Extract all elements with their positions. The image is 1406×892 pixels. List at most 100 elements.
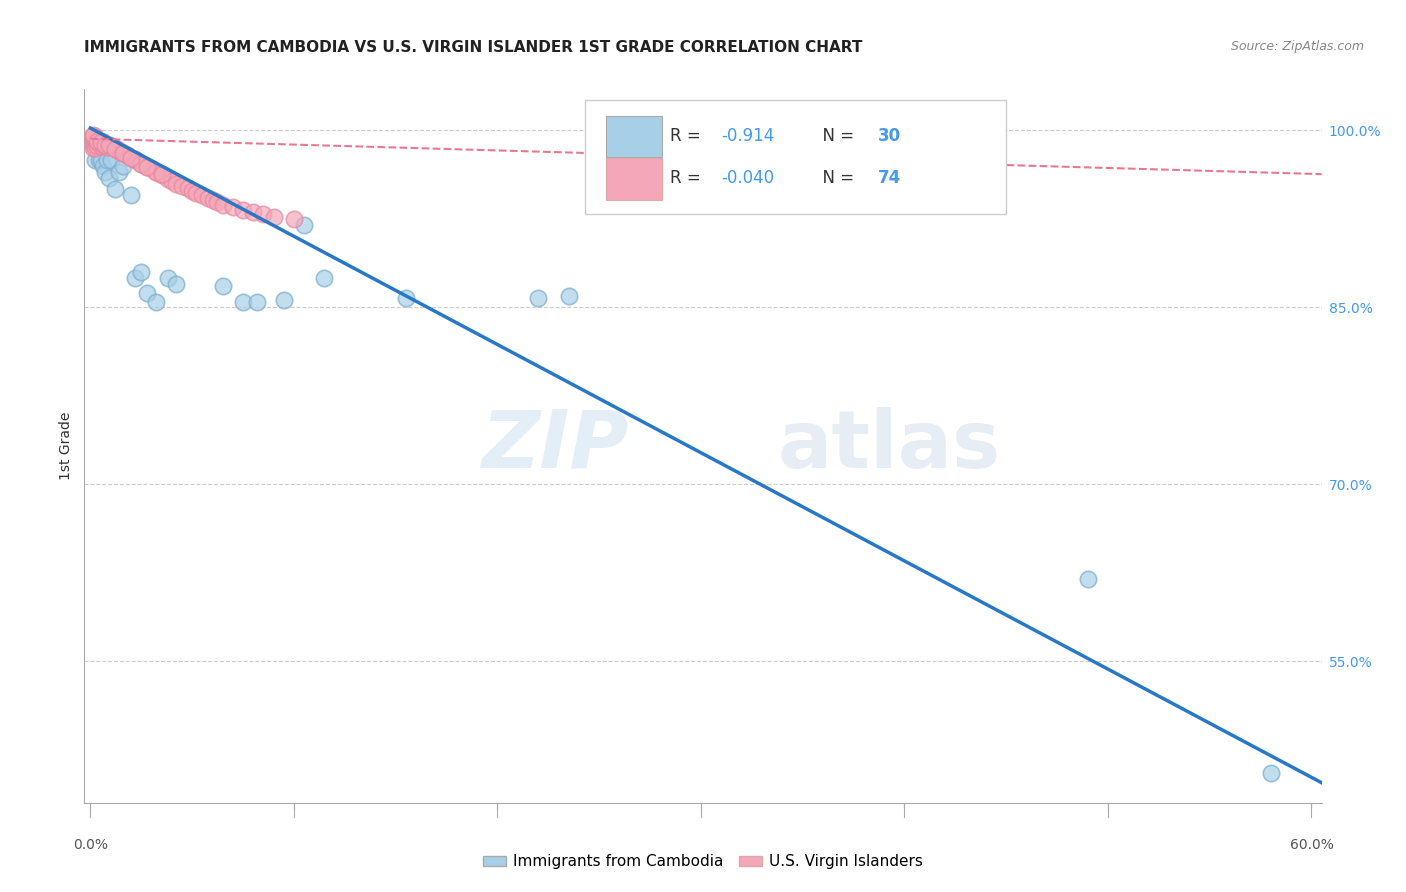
Point <box>136 160 159 174</box>
Point <box>527 291 550 305</box>
Point <box>115 148 138 162</box>
Point <box>90 138 112 153</box>
Text: R =: R = <box>669 169 706 187</box>
Point <box>191 188 214 202</box>
Point <box>1260 766 1282 780</box>
Point <box>82 136 104 150</box>
Point <box>283 211 305 226</box>
Point <box>93 137 115 152</box>
Text: IMMIGRANTS FROM CAMBODIA VS U.S. VIRGIN ISLANDER 1ST GRADE CORRELATION CHART: IMMIGRANTS FROM CAMBODIA VS U.S. VIRGIN … <box>84 40 863 55</box>
Point <box>222 200 245 214</box>
Point <box>87 136 110 151</box>
Point <box>83 153 105 167</box>
Point <box>145 294 167 309</box>
Point <box>104 142 127 156</box>
Point <box>273 293 295 308</box>
Point <box>131 265 153 279</box>
Point <box>100 138 122 153</box>
Point <box>124 153 146 167</box>
Text: R =: R = <box>669 127 706 145</box>
Point <box>104 141 127 155</box>
Point <box>124 271 146 285</box>
Point <box>93 165 115 179</box>
Point <box>100 138 122 153</box>
Point <box>91 136 114 150</box>
Text: N =: N = <box>811 169 859 187</box>
Point <box>87 153 110 167</box>
Y-axis label: 1st Grade: 1st Grade <box>59 412 73 480</box>
Text: 60.0%: 60.0% <box>1289 838 1333 852</box>
Point <box>112 145 135 160</box>
Point <box>93 137 115 152</box>
Point <box>104 182 127 196</box>
Point <box>86 133 108 147</box>
Legend: Immigrants from Cambodia, U.S. Virgin Islanders: Immigrants from Cambodia, U.S. Virgin Is… <box>477 848 929 875</box>
Point <box>97 137 120 152</box>
Point <box>120 151 142 165</box>
Point <box>1077 572 1099 586</box>
Point <box>112 159 135 173</box>
Point <box>211 198 233 212</box>
Point <box>90 134 112 148</box>
Point <box>232 202 254 217</box>
Point <box>197 191 219 205</box>
Point <box>87 136 110 151</box>
Point <box>83 132 105 146</box>
Point <box>263 210 285 224</box>
Point <box>82 128 104 143</box>
Point <box>181 184 204 198</box>
Point <box>156 271 179 285</box>
Point <box>145 165 167 179</box>
Point <box>211 279 233 293</box>
Point <box>96 140 118 154</box>
Point <box>145 165 167 179</box>
Point <box>165 277 187 291</box>
Point <box>150 169 173 183</box>
Point <box>131 156 153 170</box>
Point <box>120 188 142 202</box>
Point <box>395 291 418 305</box>
Point <box>232 294 254 309</box>
Text: 0.0%: 0.0% <box>73 838 108 852</box>
Point <box>91 136 114 150</box>
Text: 30: 30 <box>877 127 901 145</box>
Point <box>246 294 269 309</box>
Text: N =: N = <box>811 127 859 145</box>
Point <box>82 141 104 155</box>
Point <box>557 288 579 302</box>
Point <box>165 177 187 191</box>
Text: Source: ZipAtlas.com: Source: ZipAtlas.com <box>1230 40 1364 54</box>
Point <box>97 137 120 152</box>
Text: -0.040: -0.040 <box>721 169 775 187</box>
Point <box>201 193 224 207</box>
Point <box>86 138 108 153</box>
Point <box>83 133 105 147</box>
Point <box>108 144 131 158</box>
Point <box>90 136 112 150</box>
Text: atlas: atlas <box>778 407 1000 485</box>
Text: 74: 74 <box>877 169 901 187</box>
Point <box>91 159 114 173</box>
Point <box>150 167 173 181</box>
Point <box>186 186 208 200</box>
FancyBboxPatch shape <box>606 159 662 200</box>
Point <box>83 141 105 155</box>
Text: -0.914: -0.914 <box>721 127 775 145</box>
Point <box>115 148 138 162</box>
Point <box>90 153 112 167</box>
Point <box>83 129 105 144</box>
Point <box>108 165 131 179</box>
Point <box>83 137 105 152</box>
Point <box>124 152 146 166</box>
FancyBboxPatch shape <box>606 116 662 157</box>
Point <box>242 205 264 219</box>
Point <box>120 151 142 165</box>
Point <box>252 207 274 221</box>
Point <box>101 140 124 154</box>
Point <box>177 181 200 195</box>
Point <box>96 140 118 154</box>
Point <box>82 129 104 144</box>
Point <box>156 171 179 186</box>
Point <box>205 195 228 210</box>
Point <box>110 145 132 159</box>
